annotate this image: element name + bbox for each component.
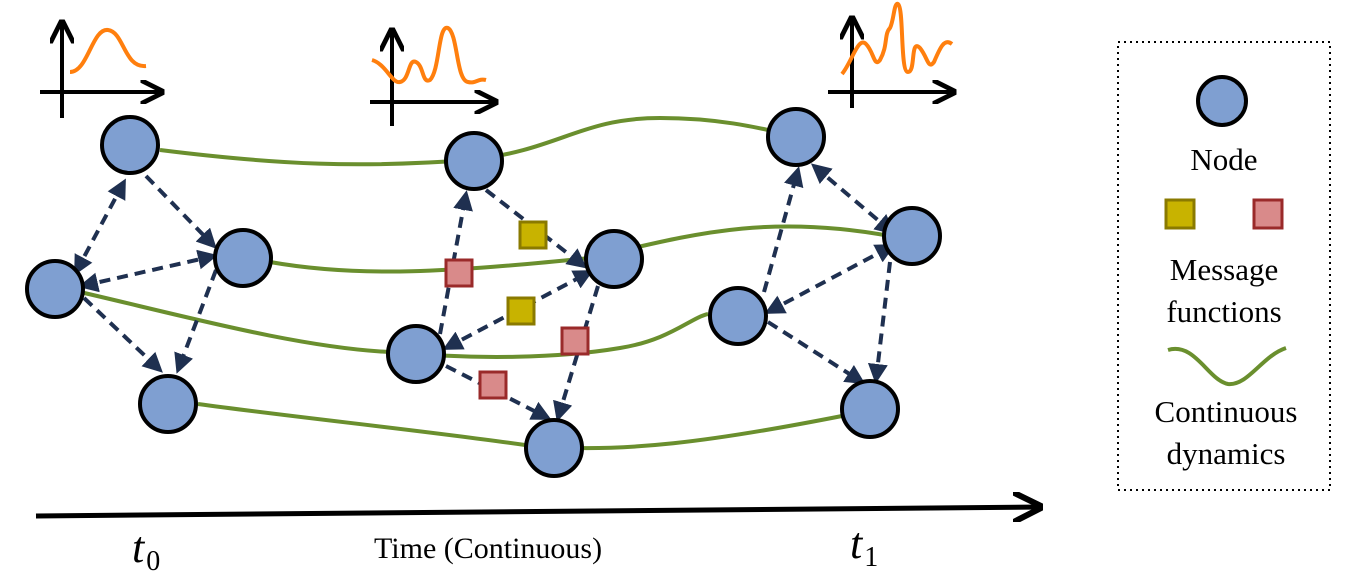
node	[386, 324, 446, 384]
edge	[762, 166, 804, 293]
signal-plot-icon-t1	[828, 2, 954, 108]
message-square-icon	[518, 220, 548, 250]
signal-plot-icon-t0	[40, 22, 162, 118]
node	[213, 228, 273, 288]
node	[882, 206, 942, 266]
dynamics-curve-3	[79, 290, 709, 359]
message-square-icon	[444, 258, 474, 288]
message-square-icon	[560, 326, 590, 356]
node	[584, 229, 644, 289]
node	[138, 374, 198, 434]
dynamics-curve-2	[269, 224, 891, 274]
edge	[766, 320, 866, 385]
message-square-icon	[1252, 198, 1284, 230]
edge	[810, 163, 896, 235]
edge	[867, 261, 892, 384]
edge	[553, 285, 600, 422]
legend-dynamics-label-2: dynamics	[1167, 436, 1286, 471]
dynamics-curve-icon	[1167, 346, 1287, 387]
t0-label: t0	[132, 523, 160, 572]
node	[100, 115, 160, 175]
dynamics-curve-4	[197, 402, 843, 451]
nodes	[25, 107, 942, 478]
t1-label: t1	[850, 519, 878, 572]
node-icon	[1196, 75, 1248, 127]
message-squares	[444, 220, 590, 400]
edge	[144, 174, 217, 249]
legend: Node Message functions Continuous dynami…	[1117, 41, 1331, 491]
message-square-icon	[506, 296, 536, 326]
signal-plot-icon-mid	[370, 26, 496, 126]
dynamics-curve-1	[159, 115, 796, 167]
legend-dynamics-label-1: Continuous	[1155, 394, 1298, 429]
edge	[78, 249, 218, 293]
time-axis-label: Time (Continuous)	[374, 532, 602, 565]
legend-message-label-2: functions	[1166, 294, 1281, 329]
node	[25, 259, 85, 319]
time-axis: t0 Time (Continuous) t1	[35, 507, 1040, 572]
legend-node-label: Node	[1190, 142, 1257, 177]
node	[524, 418, 584, 478]
node	[766, 107, 826, 167]
legend-message-label-1: Message	[1170, 252, 1278, 287]
node	[708, 286, 768, 346]
node	[444, 131, 504, 191]
edge	[74, 178, 126, 276]
node	[840, 379, 900, 439]
edge	[764, 244, 896, 314]
message-square-icon	[1164, 198, 1196, 230]
message-square-icon	[478, 370, 508, 400]
